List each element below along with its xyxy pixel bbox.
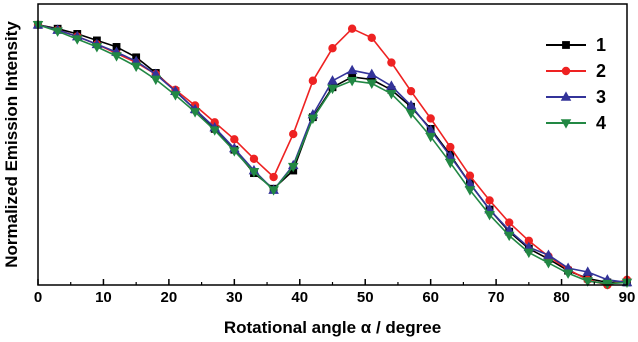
x-tick-label: 40 <box>291 289 308 306</box>
plot-area <box>33 20 631 289</box>
x-tick-label: 60 <box>422 289 439 306</box>
x-tick-label: 0 <box>34 289 42 306</box>
series-3-line <box>38 25 627 283</box>
data-point <box>407 87 415 95</box>
legend-item-4: 4 <box>546 113 606 133</box>
series-4-line <box>38 25 627 284</box>
legend-label: 2 <box>596 61 606 81</box>
data-point <box>112 53 121 61</box>
legend-item-1: 1 <box>546 35 606 55</box>
data-point <box>231 135 239 143</box>
data-point <box>132 63 141 71</box>
data-point <box>367 80 376 88</box>
data-point <box>348 25 356 33</box>
data-point <box>368 34 376 42</box>
data-point <box>524 249 533 257</box>
data-point <box>544 259 553 267</box>
legend-item-3: 3 <box>546 87 606 107</box>
legend-marker <box>562 67 570 75</box>
legend-marker <box>563 42 570 49</box>
x-tick-label: 90 <box>619 289 636 306</box>
data-point <box>447 143 455 151</box>
legend-item-2: 2 <box>546 61 606 81</box>
data-point <box>329 44 337 52</box>
data-point <box>289 130 297 138</box>
data-point <box>270 173 278 181</box>
series-1-line <box>38 25 627 283</box>
data-point <box>348 66 357 74</box>
data-point <box>486 197 494 205</box>
series-2-line <box>38 25 627 285</box>
data-point <box>388 59 396 67</box>
x-tick-label: 70 <box>488 289 505 306</box>
legend-label: 4 <box>596 113 606 133</box>
x-tick-label: 50 <box>357 289 374 306</box>
data-point <box>309 77 317 85</box>
x-tick-label: 10 <box>95 289 112 306</box>
series-1 <box>35 21 631 286</box>
data-point <box>387 81 396 89</box>
legend: 1 2 3 4 <box>546 35 606 133</box>
series-2 <box>34 21 631 289</box>
y-axis-title: Normalized Emission Intensity <box>2 21 21 268</box>
series-4 <box>33 21 631 288</box>
x-tick-label: 20 <box>161 289 178 306</box>
x-tick-label: 30 <box>226 289 243 306</box>
x-axis-title: Rotational angle α / degree <box>224 318 441 337</box>
legend-label: 3 <box>596 87 606 107</box>
legend-label: 1 <box>596 35 606 55</box>
x-tick-label: 80 <box>553 289 570 306</box>
data-point <box>328 76 337 84</box>
data-point <box>427 115 435 123</box>
data-point <box>250 155 258 163</box>
axis-ticks: 0 10 20 30 40 50 60 70 80 90 <box>34 279 636 306</box>
